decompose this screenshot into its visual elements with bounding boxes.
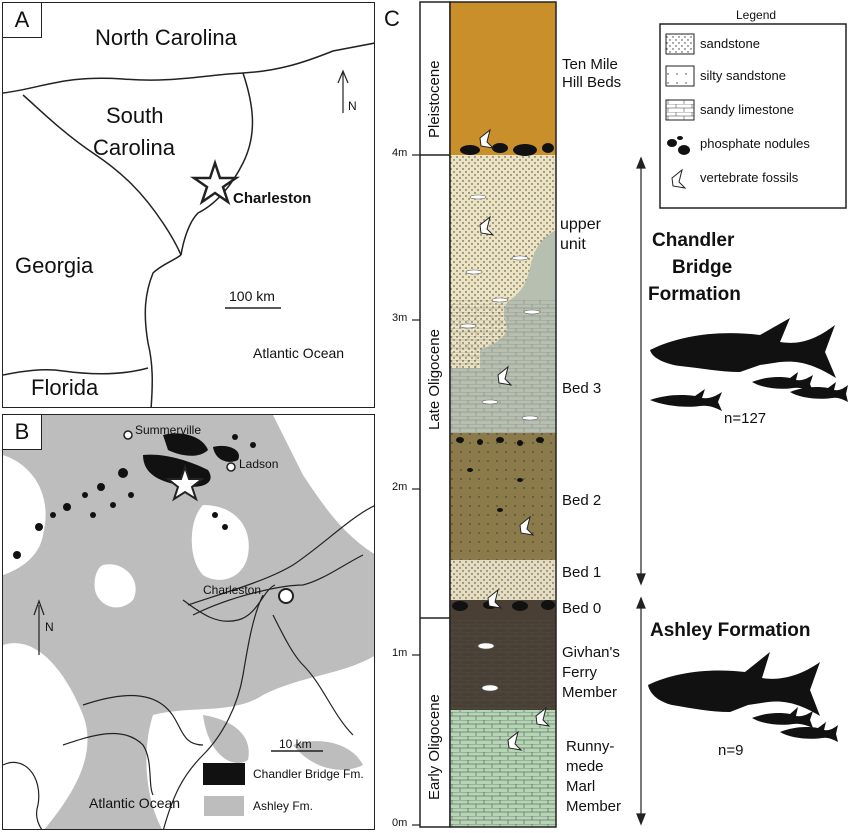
panel-b-geology xyxy=(3,415,374,829)
panel-a-lines xyxy=(3,42,374,407)
legend-item-fossils: vertebrate fossils xyxy=(700,170,799,185)
panel-a-label: A xyxy=(3,3,42,38)
unit-givhans-3: Member xyxy=(562,684,618,701)
north-label: N xyxy=(348,99,357,113)
south-carolina-label-2: Carolina xyxy=(93,135,175,160)
panel-b-label: B xyxy=(3,415,42,450)
tick-3m: 3m xyxy=(392,312,408,324)
legend-ashley-label: Ashley Fm. xyxy=(253,799,314,813)
legend-item-nodules: phosphate nodules xyxy=(700,136,810,151)
south-carolina-label-1: South xyxy=(106,103,164,128)
unit-runny-2: mede xyxy=(566,758,604,775)
atlantic-label: Atlantic Ocean xyxy=(253,345,345,361)
legend-item-sandstone: sandstone xyxy=(700,36,760,51)
scale-b-label: 10 km xyxy=(279,737,312,751)
unit-upper-2: unit xyxy=(560,236,586,253)
unit-bed3: Bed 3 xyxy=(562,380,602,397)
panel-a-map: A North Carolina South Carolina Georgia … xyxy=(2,2,375,408)
tick-4m: 4m xyxy=(392,147,408,159)
ashley-n: n=9 xyxy=(718,742,744,759)
unit-upper-1: upper xyxy=(560,216,601,233)
panel-c-label: C xyxy=(384,6,400,31)
charleston-label: Charleston xyxy=(233,190,312,207)
charleston-b-label: Charleston xyxy=(203,583,262,597)
chandler-n: n=127 xyxy=(724,410,767,427)
unit-bed0: Bed 0 xyxy=(562,600,602,617)
unit-runny-1: Runny- xyxy=(566,738,615,755)
unit-givhans-1: Givhan's xyxy=(562,644,620,661)
georgia-label: Georgia xyxy=(15,253,94,278)
legend-item-silty: silty sandstone xyxy=(700,68,786,83)
north-carolina-label: North Carolina xyxy=(95,25,237,50)
scale-label: 100 km xyxy=(229,288,275,304)
unit-bed2: Bed 2 xyxy=(562,492,602,509)
chandler-label-2: Bridge xyxy=(672,257,733,278)
ashley-label: Ashley Formation xyxy=(650,620,811,641)
epoch-early-oligocene: Early Oligocene xyxy=(426,694,443,800)
unit-runny-4: Member xyxy=(566,798,622,815)
tick-2m: 2m xyxy=(392,481,408,493)
legend-title: Legend xyxy=(736,8,777,22)
ladson-label: Ladson xyxy=(239,457,279,471)
chandler-label-3: Formation xyxy=(648,284,741,305)
legend-item-limestone: sandy limestone xyxy=(700,102,794,117)
unit-ten-mile-2: Hill Beds xyxy=(562,74,622,91)
epoch-pleistocene: Pleistocene xyxy=(426,60,443,138)
epoch-late-oligocene: Late Oligocene xyxy=(426,329,443,430)
north-b-label: N xyxy=(45,620,54,634)
chandler-label-1: Chandler xyxy=(652,230,735,251)
unit-givhans-2: Ferry xyxy=(562,664,597,681)
unit-ten-mile-1: Ten Mile xyxy=(562,56,618,73)
unit-bed1: Bed 1 xyxy=(562,564,602,581)
tick-1m: 1m xyxy=(392,647,408,659)
unit-runny-3: Marl xyxy=(566,778,596,795)
tick-0m: 0m xyxy=(392,817,408,829)
summerville-label: Summerville xyxy=(135,423,202,437)
florida-label: Florida xyxy=(31,375,99,400)
panel-b-map: B Summerville Ladson Charleston Atlantic… xyxy=(2,414,375,830)
atlantic-b-label: Atlantic Ocean xyxy=(89,795,181,811)
legend-chandler-label: Chandler Bridge Fm. xyxy=(253,767,364,781)
